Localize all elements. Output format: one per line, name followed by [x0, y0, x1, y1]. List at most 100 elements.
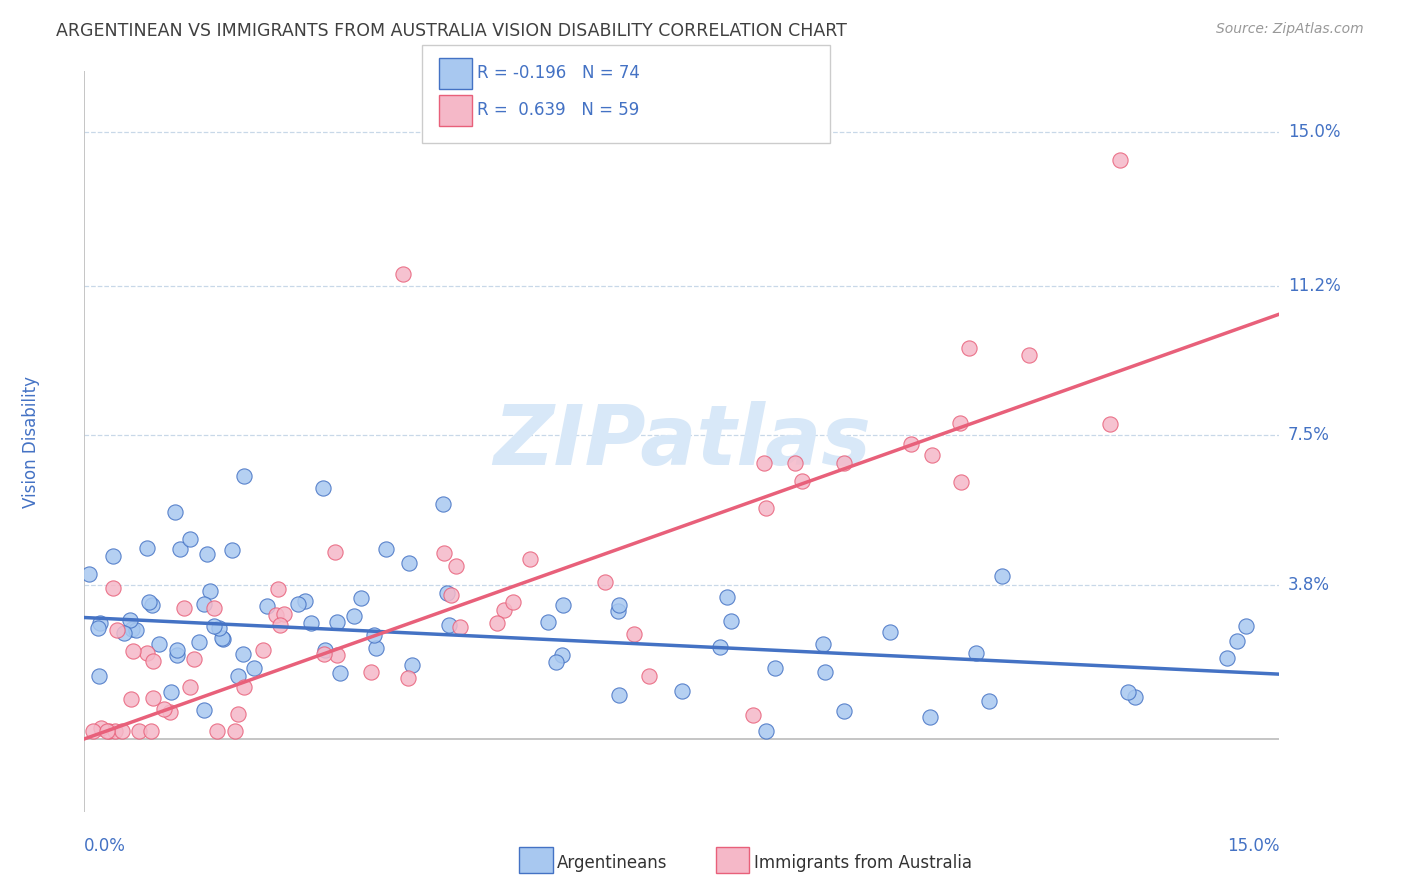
Point — [374, 542, 396, 557]
Point — [486, 615, 509, 630]
Point — [551, 648, 574, 662]
Point — [89, 616, 111, 631]
Point — [314, 642, 336, 657]
Text: 0.0%: 0.0% — [84, 837, 127, 855]
Point — [159, 706, 181, 720]
Point — [221, 543, 243, 558]
Point — [138, 595, 160, 609]
Point — [1123, 690, 1146, 705]
Point — [166, 648, 188, 662]
Point — [183, 652, 205, 666]
Point — [814, 665, 837, 679]
Point — [957, 341, 980, 355]
Point — [551, 598, 574, 612]
Point — [82, 723, 104, 738]
Point — [226, 707, 249, 722]
Point — [716, 590, 738, 604]
Point — [398, 671, 420, 685]
Point — [188, 634, 211, 648]
Point — [202, 619, 225, 633]
Point — [142, 654, 165, 668]
Point — [165, 505, 187, 519]
Point — [329, 665, 352, 680]
Point — [121, 622, 143, 636]
Point — [623, 627, 645, 641]
Point — [312, 481, 335, 495]
Point — [208, 621, 231, 635]
Point — [112, 626, 135, 640]
Point — [449, 620, 471, 634]
Point — [519, 551, 541, 566]
Point — [392, 267, 415, 281]
Point — [122, 644, 145, 658]
Point — [720, 614, 742, 628]
Point — [921, 448, 943, 462]
Point — [256, 599, 278, 613]
Point — [212, 632, 235, 646]
Point — [1234, 619, 1257, 633]
Point — [107, 623, 129, 637]
Text: ZIPatlas: ZIPatlas — [494, 401, 870, 482]
Point — [98, 723, 121, 738]
Point — [709, 640, 731, 654]
Point — [169, 542, 191, 557]
Point — [166, 642, 188, 657]
Point — [267, 582, 290, 596]
Point — [492, 602, 515, 616]
Point — [101, 582, 124, 596]
Text: 11.2%: 11.2% — [1288, 277, 1340, 294]
Text: Immigrants from Australia: Immigrants from Australia — [754, 855, 972, 872]
Point — [502, 595, 524, 609]
Point — [111, 723, 134, 738]
Point — [101, 549, 124, 563]
Point — [785, 456, 807, 470]
Point — [224, 723, 246, 738]
Point — [211, 631, 233, 645]
Point — [139, 723, 162, 738]
Point — [671, 683, 693, 698]
Point — [965, 647, 987, 661]
Point — [179, 532, 201, 546]
Point — [179, 680, 201, 694]
Text: 7.5%: 7.5% — [1288, 426, 1330, 444]
Point — [299, 615, 322, 630]
Point — [990, 569, 1012, 583]
Point — [264, 607, 287, 622]
Point — [287, 597, 309, 611]
Point — [1018, 348, 1040, 362]
Text: Source: ZipAtlas.com: Source: ZipAtlas.com — [1216, 22, 1364, 37]
Point — [141, 691, 163, 706]
Point — [232, 469, 254, 483]
Point — [193, 702, 215, 716]
Point — [763, 661, 786, 675]
Point — [790, 474, 813, 488]
Point — [79, 567, 101, 582]
Point — [125, 623, 148, 637]
Point — [360, 665, 382, 680]
Point — [160, 684, 183, 698]
Point — [325, 545, 347, 559]
Text: R = -0.196   N = 74: R = -0.196 N = 74 — [477, 64, 640, 82]
Point — [252, 643, 274, 657]
Point — [136, 646, 159, 660]
Point — [148, 637, 170, 651]
Text: ARGENTINEAN VS IMMIGRANTS FROM AUSTRALIA VISION DISABILITY CORRELATION CHART: ARGENTINEAN VS IMMIGRANTS FROM AUSTRALIA… — [56, 22, 846, 40]
Point — [233, 680, 256, 694]
Point — [949, 416, 972, 430]
Point — [918, 710, 941, 724]
Point — [432, 497, 454, 511]
Point — [128, 723, 150, 738]
Point — [198, 583, 221, 598]
Point — [900, 437, 922, 451]
Point — [437, 617, 460, 632]
Text: 3.8%: 3.8% — [1288, 576, 1330, 594]
Point — [118, 613, 141, 627]
Point — [752, 457, 775, 471]
Point — [104, 723, 127, 738]
Text: 15.0%: 15.0% — [1288, 123, 1340, 141]
Point — [879, 625, 901, 640]
Point — [90, 721, 112, 735]
Point — [755, 501, 778, 516]
Point — [242, 660, 264, 674]
Point — [1099, 417, 1122, 431]
